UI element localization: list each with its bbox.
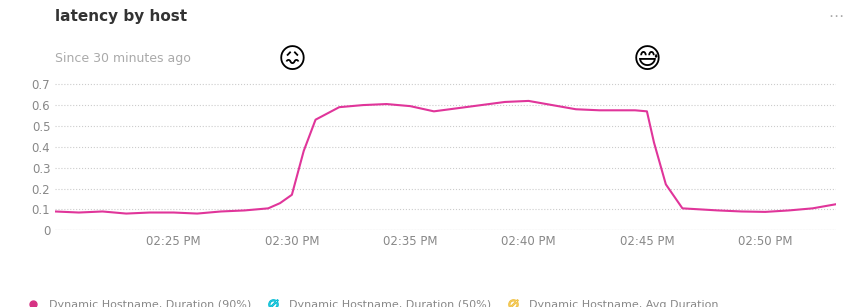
Text: latency by host: latency by host	[55, 9, 188, 24]
Legend: Dynamic Hostname, Duration (90%), Dynamic Hostname, Duration (50%), Dynamic Host: Dynamic Hostname, Duration (90%), Dynami…	[18, 295, 722, 307]
Text: Since 30 minutes ago: Since 30 minutes ago	[55, 52, 191, 65]
Text: 😖: 😖	[278, 46, 306, 74]
Text: 😅: 😅	[633, 46, 661, 74]
Text: ⋯: ⋯	[828, 9, 843, 24]
